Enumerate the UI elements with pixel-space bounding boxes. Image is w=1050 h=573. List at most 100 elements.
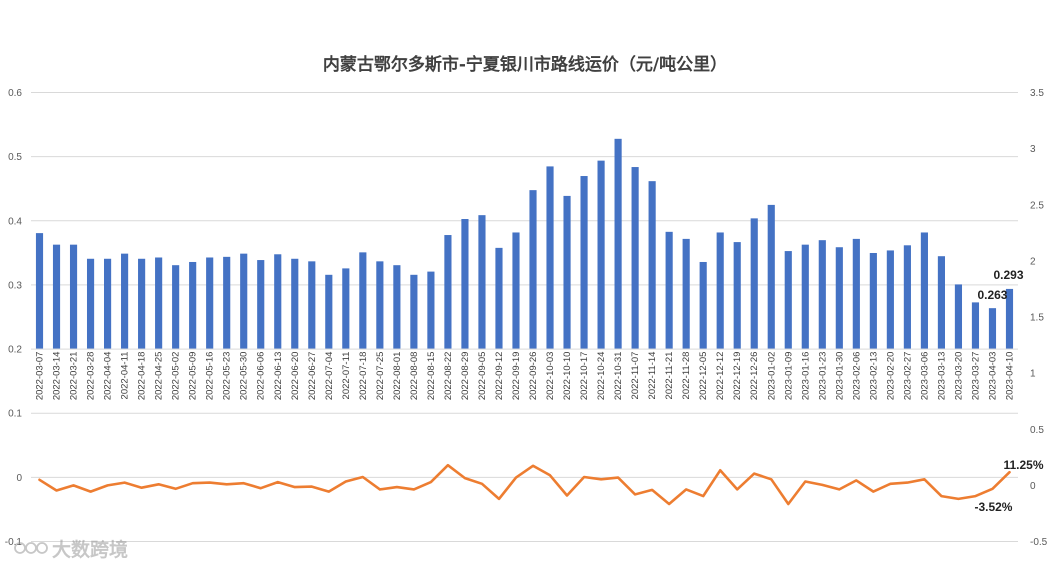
bar-data-label: 0.293 bbox=[993, 268, 1023, 282]
bar bbox=[852, 238, 860, 349]
bar bbox=[512, 232, 520, 349]
bar bbox=[478, 215, 486, 349]
x-tick-label: 2022-09-05 bbox=[477, 352, 488, 401]
x-tick-label: 2022-07-25 bbox=[375, 352, 386, 401]
x-tick-label: 2022-12-12 bbox=[715, 352, 726, 401]
bar bbox=[461, 219, 469, 349]
x-tick-label: 2023-02-06 bbox=[851, 352, 862, 401]
right-tick-label: 3.5 bbox=[1030, 88, 1044, 99]
x-tick-label: 2022-12-05 bbox=[698, 352, 709, 401]
bar bbox=[376, 261, 384, 349]
bar bbox=[699, 261, 707, 349]
line-data-label: -3.52% bbox=[974, 500, 1012, 514]
bar bbox=[767, 204, 775, 349]
x-tick-label: 2023-04-03 bbox=[987, 352, 998, 401]
bar bbox=[240, 253, 248, 349]
data-labels: 0.263 0.293 11.25% -3.52% bbox=[974, 268, 1043, 514]
x-tick-label: 2023-01-09 bbox=[783, 352, 794, 401]
bar bbox=[835, 247, 843, 349]
x-tick-label: 2023-01-16 bbox=[800, 352, 811, 401]
bar bbox=[291, 258, 299, 349]
bar bbox=[580, 176, 588, 349]
bar bbox=[971, 302, 980, 349]
watermark-logo-icon bbox=[14, 542, 48, 554]
x-tick-label: 2022-05-16 bbox=[205, 352, 216, 401]
right-tick-label: 1.5 bbox=[1030, 313, 1044, 324]
bar bbox=[954, 284, 963, 349]
x-tick-label: 2022-09-12 bbox=[494, 352, 505, 401]
x-tick-label: 2022-07-18 bbox=[358, 352, 369, 401]
bar bbox=[104, 258, 112, 349]
bar bbox=[121, 253, 129, 349]
bar bbox=[325, 274, 333, 349]
x-tick-label: 2023-01-23 bbox=[817, 352, 828, 401]
left-tick-label: -0.1 bbox=[5, 537, 23, 548]
bar bbox=[937, 256, 945, 349]
left-axis-ticks: -0.1 0 0.1 0.2 0.3 0.4 0.5 0.6 bbox=[5, 88, 23, 548]
x-tick-label: 2022-08-15 bbox=[426, 352, 437, 401]
x-tick-label: 2022-10-10 bbox=[562, 352, 573, 401]
x-tick-label: 2022-03-28 bbox=[86, 352, 97, 401]
x-tick-label: 2022-09-26 bbox=[528, 352, 539, 401]
series-line bbox=[38, 463, 1011, 506]
bar bbox=[920, 232, 928, 349]
watermark-text: 大数跨境 bbox=[52, 538, 128, 561]
right-tick-label: 2.5 bbox=[1030, 200, 1044, 211]
bar bbox=[138, 258, 146, 349]
right-tick-label: 1 bbox=[1030, 369, 1036, 380]
right-tick-label: 3 bbox=[1030, 144, 1036, 155]
x-tick-label: 2022-11-14 bbox=[647, 352, 658, 400]
x-tick-label: 2022-05-02 bbox=[171, 352, 182, 401]
left-tick-label: 0.5 bbox=[8, 152, 22, 163]
bar bbox=[988, 308, 997, 349]
x-tick-label: 2022-08-29 bbox=[460, 352, 471, 401]
x-tick-label: 2023-01-02 bbox=[766, 352, 777, 401]
bar bbox=[35, 233, 44, 349]
x-tick-label: 2022-11-07 bbox=[630, 352, 641, 400]
x-tick-label: 2022-04-11 bbox=[120, 352, 131, 400]
bar bbox=[342, 268, 350, 349]
bar bbox=[784, 251, 792, 349]
x-tick-label: 2023-03-27 bbox=[970, 352, 981, 401]
left-tick-label: 0.1 bbox=[8, 409, 22, 420]
right-tick-label: 0 bbox=[1030, 481, 1036, 492]
bar bbox=[886, 250, 894, 349]
bar bbox=[155, 257, 163, 349]
x-tick-label: 2022-07-04 bbox=[324, 352, 335, 401]
bar-series bbox=[35, 138, 1014, 349]
x-tick-label: 2022-08-22 bbox=[443, 352, 454, 401]
x-tick-label: 2022-10-17 bbox=[579, 352, 590, 401]
bar bbox=[801, 244, 809, 349]
bar bbox=[223, 256, 231, 349]
right-tick-label: -0.5 bbox=[1030, 537, 1048, 548]
x-tick-label: 2022-05-30 bbox=[239, 352, 250, 401]
x-tick-label: 2023-02-20 bbox=[885, 352, 896, 401]
bar bbox=[597, 160, 605, 349]
x-tick-label: 2022-06-13 bbox=[273, 352, 284, 401]
x-tick-label: 2022-04-04 bbox=[103, 352, 114, 401]
x-tick-label: 2022-08-08 bbox=[409, 352, 420, 401]
left-tick-label: 0.4 bbox=[8, 216, 22, 227]
bar bbox=[86, 258, 95, 349]
bar bbox=[631, 167, 639, 349]
bar bbox=[903, 245, 911, 349]
bar bbox=[444, 235, 452, 349]
bar bbox=[682, 238, 690, 349]
bar bbox=[665, 231, 673, 349]
x-tick-label: 2022-09-19 bbox=[511, 352, 522, 401]
bar bbox=[189, 261, 197, 349]
x-tick-label: 2022-06-27 bbox=[307, 352, 318, 401]
chart-title: 内蒙古鄂尔多斯市-宁夏银川市路线运价（元/吨公里） bbox=[323, 54, 727, 75]
x-tick-label: 2022-03-07 bbox=[35, 352, 46, 401]
bar bbox=[410, 274, 418, 349]
left-tick-label: 0.2 bbox=[8, 345, 22, 356]
line-series bbox=[38, 463, 1011, 506]
bar bbox=[393, 265, 401, 349]
x-tick-label: 2022-10-31 bbox=[613, 352, 624, 401]
x-tick-label: 2022-11-28 bbox=[681, 352, 692, 400]
x-tick-label: 2022-10-24 bbox=[596, 352, 607, 401]
left-tick-label: 0 bbox=[16, 473, 22, 484]
bar bbox=[716, 232, 724, 349]
right-tick-label: 0.5 bbox=[1030, 425, 1044, 436]
